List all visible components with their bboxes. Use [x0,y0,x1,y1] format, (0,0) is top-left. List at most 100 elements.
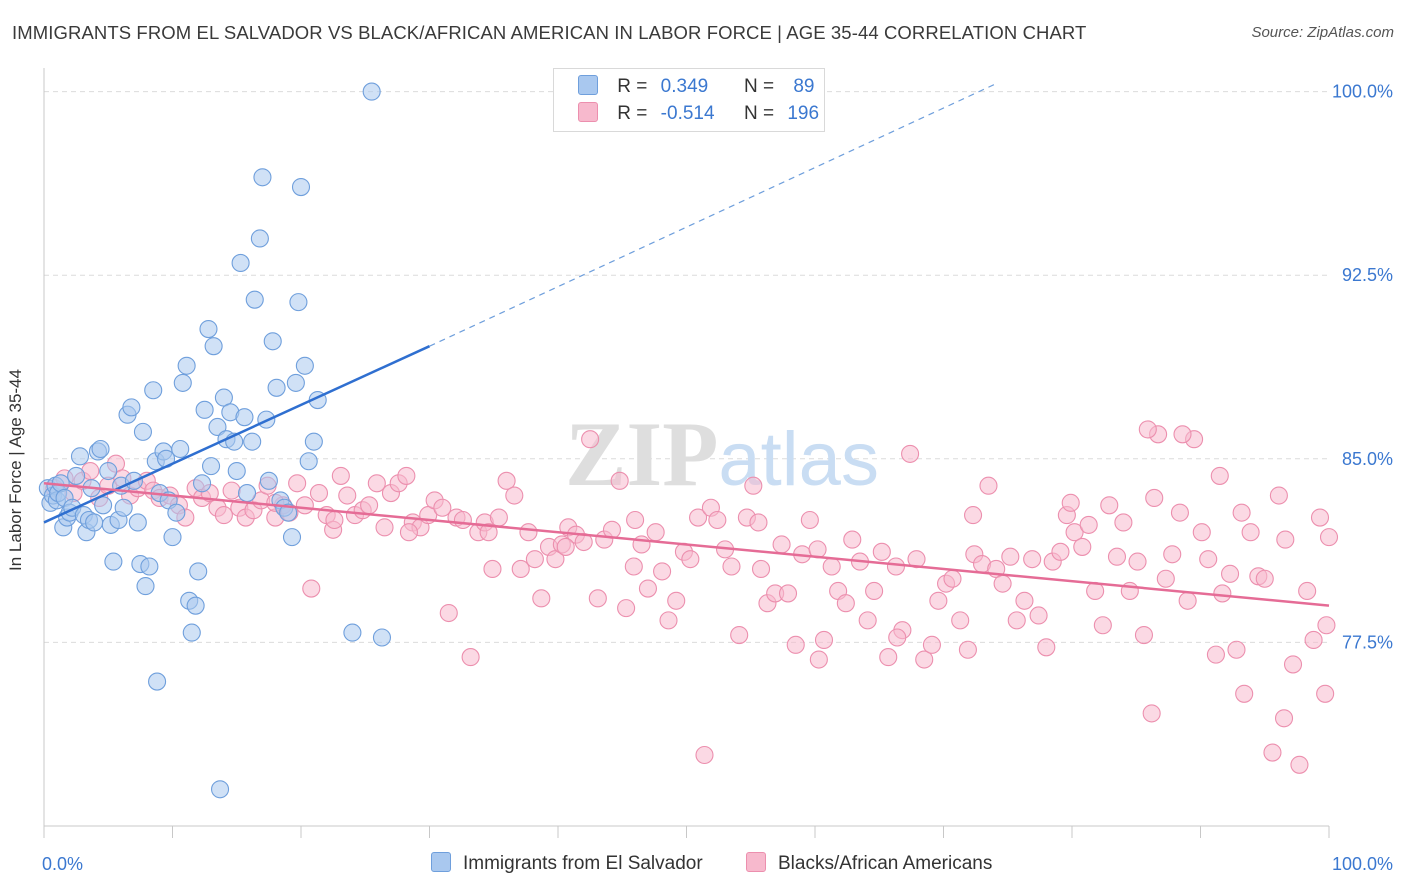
legend-row-el-salvador: R = 0.349 N = 89 [578,75,814,99]
blacks-point-178 [1138,420,1157,439]
blacks-point-183 [749,513,768,532]
el-salvador-point-78 [286,373,305,392]
watermark-text: ZIPatlas [565,403,879,505]
blacks-point-123 [943,569,962,588]
blacks-point-31 [288,474,307,493]
el-salvador-point-12 [67,466,86,485]
blacks-point-142 [1079,515,1098,534]
el-salvador-point-51 [193,474,212,493]
blacks-point-181 [1232,503,1251,522]
blacks-point-101 [786,635,805,654]
y-tick-labels: 77.5% 85.0% 92.5% 100.0% [1332,82,1393,653]
el-salvador-point-27 [114,498,133,517]
el-salvador-point-45 [173,373,192,392]
el-salvador-point-87 [362,82,381,101]
el-salvador-point-36 [144,381,163,400]
blacks-point-120 [922,635,941,654]
blacks-point-124 [951,611,970,630]
blacks-point-174 [1304,630,1323,649]
blacks-point-93 [730,626,749,645]
blacks-point-192 [1145,488,1164,508]
blacks-point-128 [979,476,998,495]
blacks-point-131 [1001,547,1020,566]
el-salvador-point-62 [227,461,246,481]
axes [43,68,1330,838]
blacks-point-87 [689,508,708,527]
el-salvador-point-52 [195,400,214,419]
bottom-legend-swatch-pink [746,852,766,872]
el-salvador-point-68 [250,229,269,248]
blacks-point-134 [1023,550,1042,569]
blacks-point-168 [1263,743,1282,762]
el-salvador-point-48 [182,623,201,642]
el-salvador-point-77 [282,528,302,547]
el-salvador-point-71 [259,471,278,490]
blacks-point-105 [814,630,834,649]
blacks-point-170 [1276,530,1295,549]
blacks-point-62 [511,559,530,579]
blacks-point-169 [1269,486,1288,505]
bottom-legend-blacks: Blacks/African Americans [746,852,992,875]
blacks-point-78 [624,557,643,576]
el-salvador-point-81 [295,356,314,375]
blacks-point-88 [695,745,714,765]
blacks-point-195 [1274,709,1294,728]
blacks-point-81 [646,523,665,542]
blacks-point-146 [1107,547,1127,566]
blacks-point-64 [525,550,544,569]
blacks-point-59 [489,508,508,527]
el-salvador-point-69 [253,168,272,187]
blacks-point-61 [505,486,524,505]
el-salvador-point-22 [99,461,118,481]
watermark: ZIPatlas [565,403,879,505]
blacks-point-138 [1051,542,1070,561]
el-salvador-point-44 [171,439,190,459]
blacks-point-160 [1206,645,1225,664]
blacks-point-180 [1210,466,1229,485]
el-salvador-point-56 [208,417,227,437]
bottom-legend-swatch-blue [431,852,451,872]
y-tick-label-3: 100.0% [1332,82,1393,102]
blacks-point-118 [907,550,926,569]
el-salvador-point-82 [299,452,318,471]
el-salvador-point-42 [163,528,182,547]
blacks-point-72 [581,430,600,449]
trend-line-blacks [43,482,1330,607]
el-salvador-point-66 [243,432,262,451]
chart-title: IMMIGRANTS FROM EL SALVADOR VS BLACK/AFR… [12,22,1087,43]
blacks-point-43 [375,518,394,537]
blacks-point-153 [1156,569,1175,588]
blacks-point-121 [929,591,948,610]
blacks-point-100 [778,584,798,603]
blacks-point-158 [1192,523,1211,542]
blacks-point-130 [993,574,1012,593]
blacks-point-150 [1134,626,1154,645]
blacks-point-162 [1221,564,1240,583]
el-salvador-point-50 [189,562,208,581]
blacks-point-187 [399,523,418,542]
blacks-point-114 [879,648,898,667]
stats-legend: R = 0.349 N = 89 R = -0.514 N = 196 [553,68,825,132]
el-salvador-point-33 [133,422,152,441]
blacks-point-145 [1100,496,1119,515]
el-salvador-point-54 [202,457,221,476]
blacks-point-159 [1199,550,1218,569]
blacks-point-54 [453,510,472,530]
el-salvador-point-31 [128,513,147,532]
bottom-legend-label-blacks: Blacks/African Americans [778,853,993,874]
el-salvador-point-85 [148,672,167,691]
blacks-point-161 [1213,584,1232,603]
y-tick-label-1: 85.0% [1342,449,1393,469]
el-salvador-point-46 [177,356,196,375]
el-salvador-point-53 [199,319,218,339]
blacks-point-33 [302,579,321,598]
blacks-point-188 [325,510,344,530]
blacks-point-163 [1227,640,1246,659]
blacks-point-63 [519,523,538,542]
el-salvador-point-13 [70,447,90,466]
blacks-point-99 [772,535,791,554]
y-axis-label: In Labor Force | Age 35-44 [6,369,25,571]
el-salvador-point-79 [289,293,308,312]
blacks-point-164 [1235,684,1254,703]
